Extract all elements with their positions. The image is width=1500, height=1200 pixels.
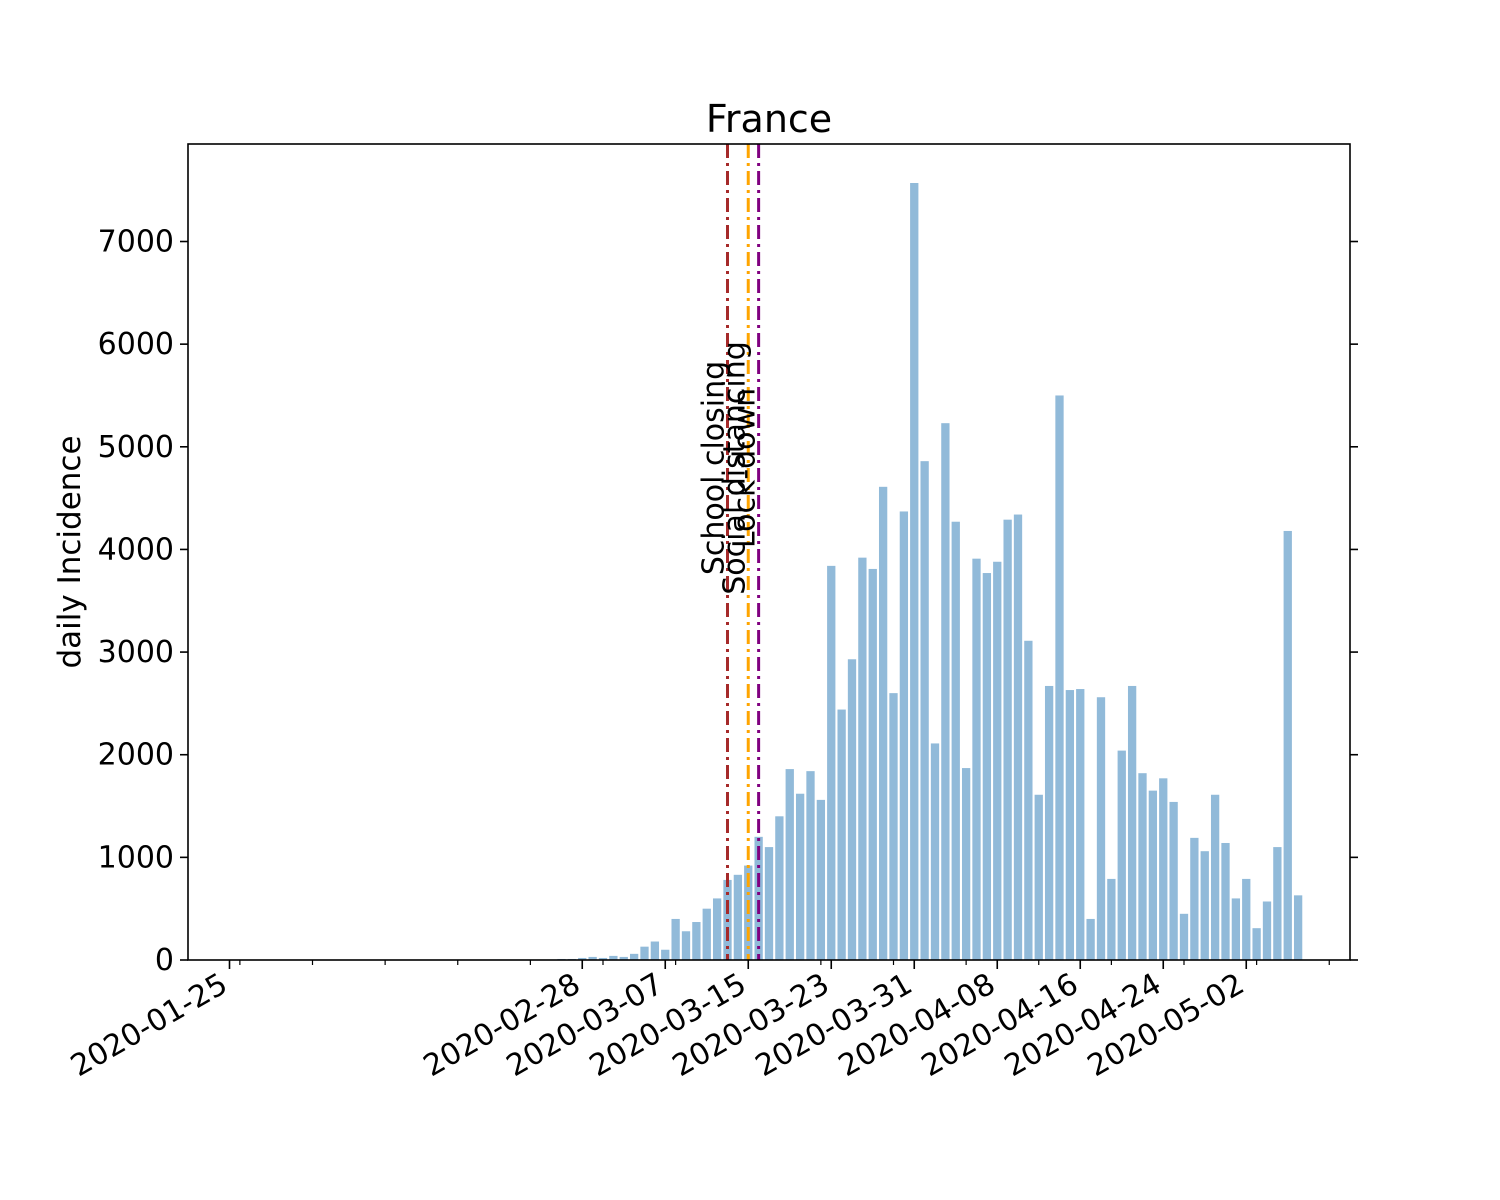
bar-2020-03-21 [806, 771, 815, 960]
plot-frame [187, 143, 1351, 961]
bar-2020-03-28 [878, 486, 888, 960]
bar-2020-04-03 [941, 423, 950, 960]
y-tick-label-7000: 7000 [98, 225, 174, 260]
bar-2020-04-13 [1044, 685, 1054, 960]
bar-2020-04-29 [1210, 794, 1220, 960]
bar-2020-04-06 [972, 558, 981, 960]
bar-2020-04-16 [1076, 689, 1085, 960]
y-axis: 0 1000 2000 3000 4000 5000 6000 7000 [98, 225, 1358, 978]
bar-2020-03-05 [640, 946, 649, 960]
bar-2020-03-24 [837, 709, 846, 960]
bar-2020-03-30 [899, 511, 909, 960]
y-tick-label-1000: 1000 [98, 840, 174, 875]
y-tick-label-3000: 3000 [98, 635, 174, 670]
bar-2020-02-28 [578, 957, 587, 960]
bar-2020-03-31 [910, 183, 919, 960]
bar-2020-02-29 [588, 956, 597, 960]
bar-2020-03-19 [785, 769, 794, 960]
bar-2020-03-20 [795, 793, 805, 960]
bar-2020-03-07 [661, 949, 670, 960]
bar-2020-04-12 [1034, 794, 1043, 960]
bar-2020-05-01 [1231, 898, 1241, 960]
bar-2020-04-24 [1159, 778, 1168, 960]
bar-2020-03-10 [692, 922, 701, 960]
bar-2020-04-19 [1107, 878, 1116, 960]
event-label-2: Lock-down [728, 388, 763, 548]
bar-2020-04-22 [1138, 773, 1147, 960]
bar-2020-04-04 [951, 521, 960, 960]
bar-2020-04-25 [1169, 801, 1178, 960]
bars-group [495, 183, 1303, 961]
bar-2020-04-05 [961, 768, 971, 960]
bar-2020-04-27 [1190, 837, 1199, 960]
x-axis: 2020-01-25 2020-02-282020-03-072020-03-15… [65, 960, 1330, 1084]
y-axis-label: daily Incidence [52, 435, 88, 668]
y-tick-label-2000: 2000 [98, 738, 174, 773]
chart-title: France [706, 97, 832, 141]
bar-2020-04-28 [1200, 851, 1209, 960]
bar-2020-03-11 [702, 908, 711, 960]
bar-2020-03-25 [847, 659, 857, 960]
y-tick-label-6000: 6000 [98, 327, 174, 362]
bar-2020-05-04 [1262, 901, 1272, 960]
bar-2020-05-07 [1293, 895, 1303, 960]
bar-2020-03-09 [681, 931, 691, 960]
bar-2020-04-01 [920, 461, 929, 960]
y-tick-label-4000: 4000 [98, 532, 174, 567]
bar-2020-04-23 [1148, 790, 1158, 960]
bar-2020-04-14 [1055, 395, 1064, 961]
bar-2020-04-26 [1179, 913, 1189, 960]
bar-2020-05-02 [1242, 878, 1251, 960]
bar-2020-03-26 [858, 557, 867, 960]
bar-2020-03-12 [712, 898, 722, 960]
bar-2020-03-04 [629, 953, 639, 960]
event-label-0: School closing [697, 361, 732, 575]
bar-2020-03-23 [827, 565, 836, 960]
bar-2020-03-01 [598, 957, 608, 960]
bar-2020-05-06 [1283, 530, 1292, 960]
bar-2020-04-09 [1003, 519, 1012, 960]
bar-2020-03-17 [764, 847, 774, 960]
bar-2020-03-03 [619, 956, 628, 960]
bar-2020-03-16 [754, 836, 763, 960]
bar-2020-04-07 [982, 573, 992, 960]
bar-2020-04-15 [1065, 690, 1075, 960]
y-tick-label-5000: 5000 [98, 430, 174, 465]
event-label-1: Social distancing [717, 341, 752, 595]
bar-2020-05-05 [1273, 847, 1282, 960]
x-tick-label-2020-01-25: 2020-01-25 [65, 967, 233, 1084]
bar-2020-03-06 [650, 941, 660, 960]
bar-2020-04-02 [930, 743, 940, 960]
bar-2020-03-18 [775, 816, 784, 960]
bar-2020-04-30 [1221, 842, 1230, 960]
bar-2020-03-22 [816, 799, 826, 960]
bar-2020-05-03 [1252, 928, 1261, 960]
bar-2020-04-08 [993, 561, 1002, 960]
bar-2020-03-27 [868, 568, 877, 960]
bar-2020-04-10 [1013, 514, 1023, 960]
bar-2020-04-18 [1096, 697, 1106, 960]
bar-2020-03-14 [733, 874, 743, 960]
bar-2020-04-20 [1117, 750, 1126, 960]
bar-2020-04-17 [1086, 918, 1095, 960]
bar-2020-03-29 [889, 693, 898, 960]
bar-2020-03-02 [609, 955, 618, 960]
y-tick-label-0: 0 [155, 943, 174, 978]
bar-2020-04-11 [1024, 640, 1033, 960]
bar-2020-04-21 [1127, 685, 1137, 960]
bar-2020-03-08 [671, 918, 680, 960]
